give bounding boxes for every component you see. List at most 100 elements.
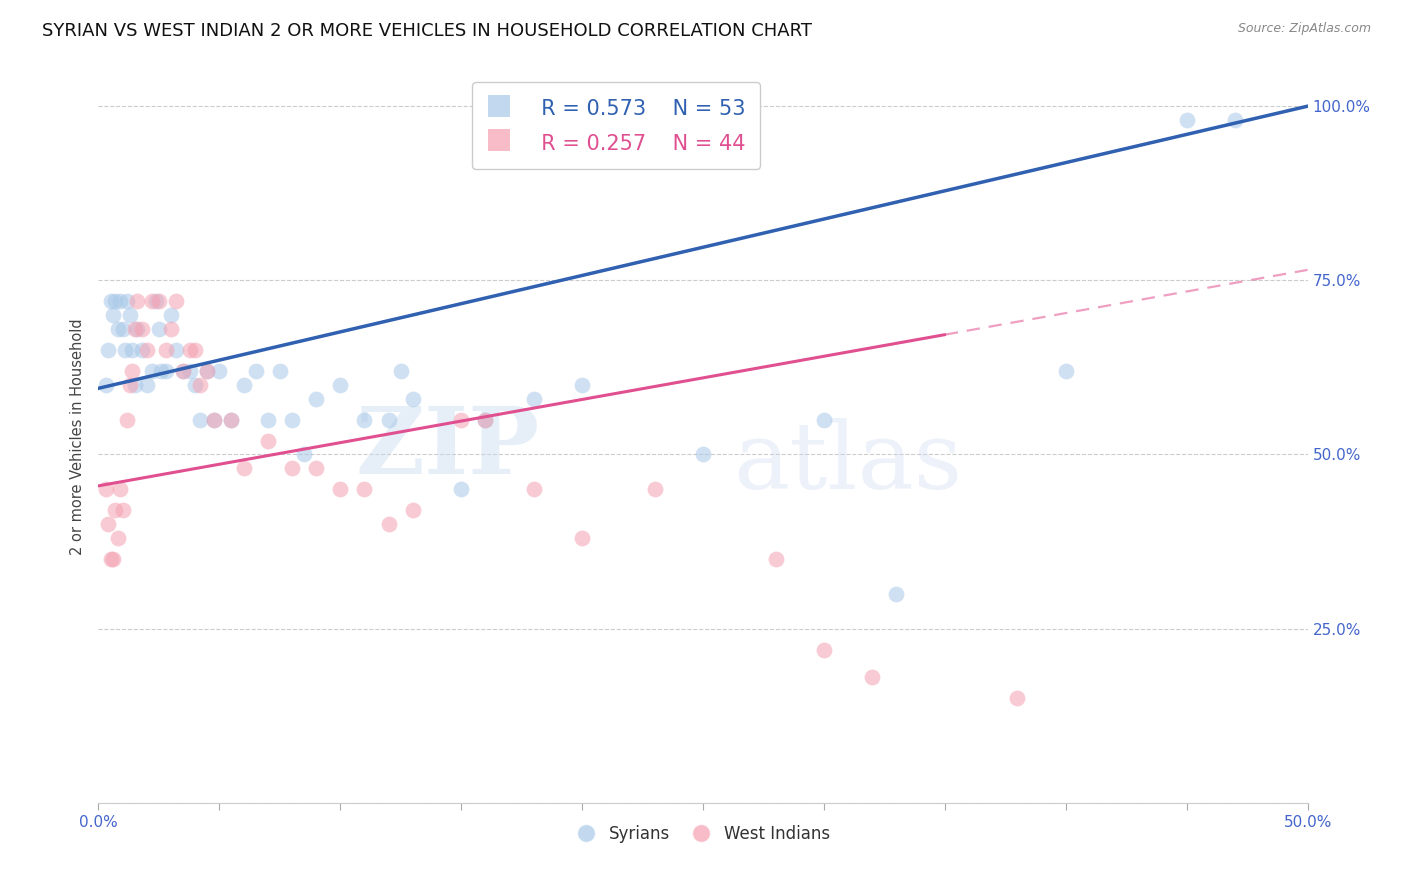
Point xyxy=(450,483,472,497)
Point xyxy=(97,343,120,357)
Text: ZIP: ZIP xyxy=(356,403,540,493)
Point xyxy=(305,392,328,406)
Point xyxy=(179,343,201,357)
Point xyxy=(389,364,412,378)
Point xyxy=(188,412,211,426)
Point xyxy=(813,642,835,657)
Point xyxy=(1175,113,1198,128)
Point xyxy=(148,322,170,336)
Point xyxy=(450,412,472,426)
Point xyxy=(141,294,163,309)
Point xyxy=(121,364,143,378)
Text: atlas: atlas xyxy=(734,417,963,508)
Y-axis label: 2 or more Vehicles in Household: 2 or more Vehicles in Household xyxy=(70,318,86,556)
Point xyxy=(114,343,136,357)
Point xyxy=(221,412,243,426)
Point xyxy=(94,483,117,497)
Point xyxy=(208,364,231,378)
Point xyxy=(118,308,141,322)
Point xyxy=(329,483,352,497)
Point xyxy=(179,364,201,378)
Point xyxy=(117,294,139,309)
Point xyxy=(353,412,375,426)
Point xyxy=(104,294,127,309)
Point xyxy=(155,364,177,378)
Point xyxy=(292,448,315,462)
Point xyxy=(329,377,352,392)
Point xyxy=(1054,364,1077,378)
Point xyxy=(765,552,787,566)
Point xyxy=(860,670,883,684)
Point xyxy=(692,448,714,462)
Point xyxy=(127,322,149,336)
Point xyxy=(108,294,131,309)
Point xyxy=(165,294,187,309)
Point xyxy=(97,517,120,532)
Point xyxy=(184,343,207,357)
Point xyxy=(148,294,170,309)
Point xyxy=(402,392,425,406)
Point xyxy=(100,294,122,309)
Point xyxy=(402,503,425,517)
Point xyxy=(195,364,218,378)
Text: Source: ZipAtlas.com: Source: ZipAtlas.com xyxy=(1237,22,1371,36)
Text: SYRIAN VS WEST INDIAN 2 OR MORE VEHICLES IN HOUSEHOLD CORRELATION CHART: SYRIAN VS WEST INDIAN 2 OR MORE VEHICLES… xyxy=(42,22,813,40)
Point xyxy=(141,364,163,378)
Point xyxy=(813,412,835,426)
Point xyxy=(571,377,593,392)
Point xyxy=(104,503,127,517)
Point xyxy=(353,483,375,497)
Point xyxy=(124,377,146,392)
Point xyxy=(111,503,134,517)
Point xyxy=(117,412,139,426)
Point xyxy=(232,377,254,392)
Point xyxy=(232,461,254,475)
Point xyxy=(145,294,167,309)
Point xyxy=(108,483,131,497)
Point xyxy=(107,531,129,545)
Point xyxy=(305,461,328,475)
Point xyxy=(111,322,134,336)
Point xyxy=(474,412,496,426)
Point xyxy=(100,552,122,566)
Point xyxy=(184,377,207,392)
Point xyxy=(160,322,183,336)
Point xyxy=(377,412,399,426)
Point xyxy=(101,308,124,322)
Point xyxy=(131,343,153,357)
Point xyxy=(155,343,177,357)
Point xyxy=(150,364,173,378)
Point xyxy=(94,377,117,392)
Point xyxy=(1223,113,1246,128)
Point xyxy=(644,483,666,497)
Point xyxy=(204,412,226,426)
Point xyxy=(172,364,194,378)
Legend: Syrians, West Indians: Syrians, West Indians xyxy=(569,818,837,849)
Point xyxy=(221,412,243,426)
Point xyxy=(256,412,278,426)
Point xyxy=(135,377,157,392)
Point xyxy=(245,364,267,378)
Point xyxy=(107,322,129,336)
Point xyxy=(886,587,908,601)
Point xyxy=(160,308,183,322)
Point xyxy=(127,294,149,309)
Point xyxy=(118,377,141,392)
Point xyxy=(101,552,124,566)
Point xyxy=(281,412,304,426)
Point xyxy=(121,343,143,357)
Point xyxy=(124,322,146,336)
Point xyxy=(571,531,593,545)
Point xyxy=(256,434,278,448)
Point xyxy=(269,364,291,378)
Point xyxy=(474,412,496,426)
Point xyxy=(523,483,546,497)
Point xyxy=(188,377,211,392)
Point xyxy=(195,364,218,378)
Point xyxy=(204,412,226,426)
Point xyxy=(172,364,194,378)
Point xyxy=(281,461,304,475)
Point xyxy=(165,343,187,357)
Point xyxy=(377,517,399,532)
Point xyxy=(523,392,546,406)
